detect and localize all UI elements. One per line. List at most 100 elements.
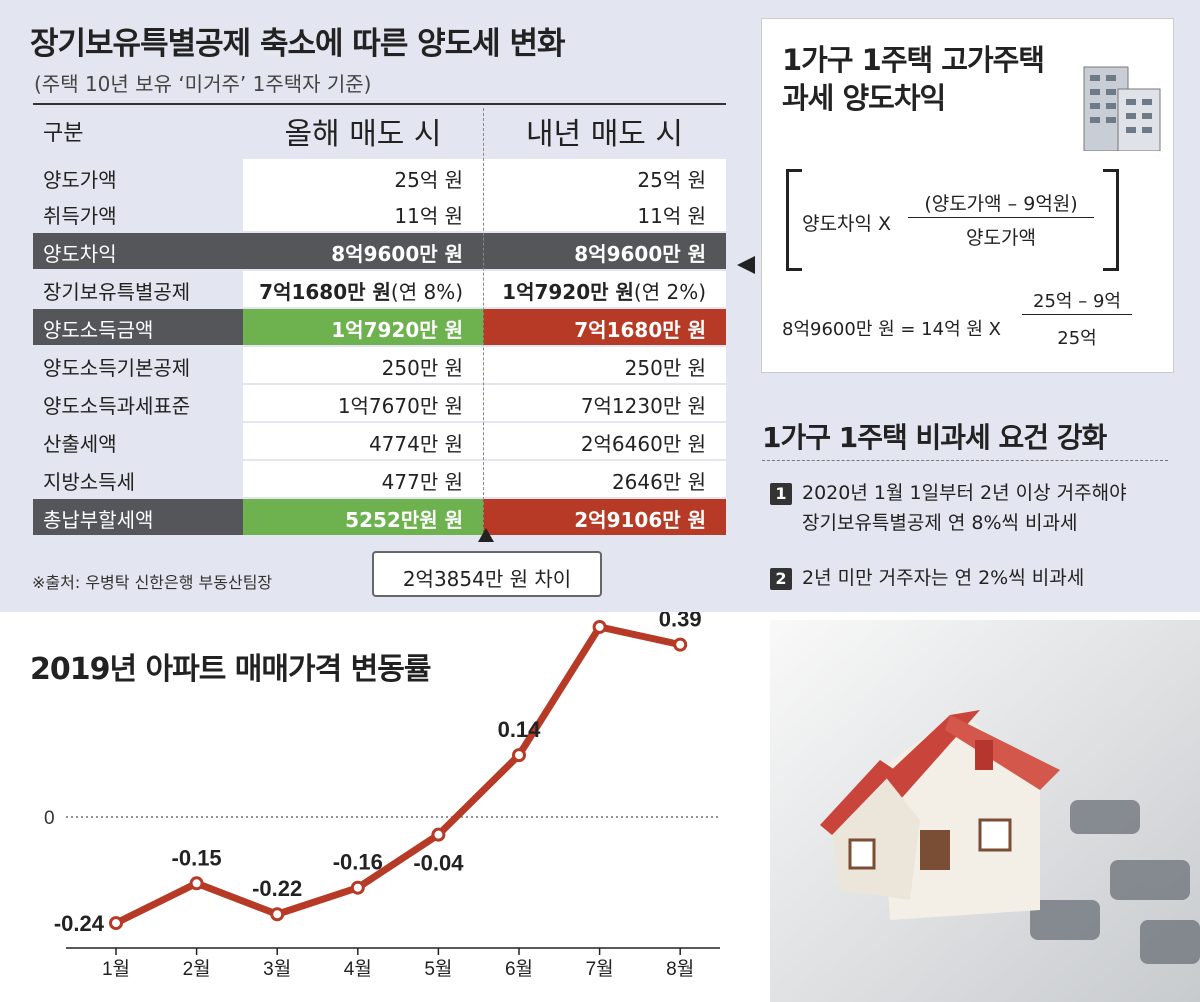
- row-next-year: 7억1230만 원: [580, 394, 706, 418]
- example-numerator: 25억 – 9억: [1033, 291, 1121, 312]
- row-next-year: 25억 원: [637, 168, 706, 192]
- difference-box: 2억3854만 원 차이: [372, 551, 602, 597]
- row-next-year: 2646만 원: [611, 470, 706, 494]
- card-pointer: [737, 256, 755, 274]
- row-next-year: 2억9106만 원: [574, 508, 706, 532]
- row-label: 지방소득세: [43, 470, 135, 494]
- x-tick-label: 8월: [666, 958, 694, 980]
- requirement-item: 1 2020년 1월 1일부터 2년 이상 거주해야 장기보유특별공제 연 8%씩 …: [770, 478, 1127, 538]
- card-title: 1가구 1주택 고가주택 과세 양도차익: [782, 43, 1045, 115]
- data-point: [109, 916, 123, 931]
- table-row: 취득가액 11억 원 11억 원: [33, 195, 726, 231]
- header-category: 구분: [43, 121, 84, 146]
- data-label: 0.39: [659, 612, 702, 632]
- line-chart: 0 1월 2월 3월 4월 5월 6월 7월 8월 -0.24 -0.15 -0.22 -0.16 -0.…: [44, 612, 720, 980]
- row-this-year: 25억 원: [394, 168, 463, 192]
- row-next-year: 2억6460만 원: [580, 432, 706, 456]
- difference-pointer: [478, 528, 494, 542]
- example-fraction-line: [1022, 314, 1132, 315]
- table-row: 양도소득과세표준 1억7670만 원 7억1230만 원: [33, 385, 726, 421]
- source-note: ※출처: 우병탁 신한은행 부동산팀장: [32, 573, 273, 592]
- formula-card: 1가구 1주택 고가주택 과세 양도차익 양도차익 X (양도가액 – 9억원)…: [761, 18, 1174, 373]
- data-point: [592, 619, 607, 634]
- x-tick-label: 5월: [424, 958, 452, 980]
- row-label: 양도차익: [43, 242, 117, 266]
- data-label: -0.22: [252, 876, 302, 901]
- bracket-left: [786, 169, 802, 271]
- row-label: 양도소득과세표준: [43, 394, 191, 418]
- x-tick-label: 7월: [586, 958, 614, 980]
- row-this-year: 1억7920만 원: [331, 318, 463, 342]
- data-point: [350, 880, 365, 895]
- x-tick-label: 4월: [344, 958, 372, 980]
- data-point: [512, 748, 526, 763]
- data-label: 0.14: [498, 717, 542, 742]
- this-year-highlight: [243, 309, 483, 345]
- row-label: 총납부할세액: [43, 508, 154, 532]
- data-point: [270, 907, 285, 922]
- table-row: 산출세액 4774만 원 2억6460만 원: [33, 423, 726, 459]
- page-title: 장기보유특별공제 축소에 따른 양도세 변화: [30, 26, 566, 62]
- next-year-highlight: [483, 499, 726, 535]
- example-left: 8억9600만 원 = 14억 원 X: [782, 319, 1001, 340]
- zero-tick-label: 0: [44, 808, 55, 829]
- data-label: -0.15: [172, 845, 222, 870]
- row-this-year: 250만 원: [381, 356, 463, 380]
- table-row: 양도가액 25억 원 25억 원: [33, 159, 726, 195]
- formula-denominator: 양도가액: [966, 227, 1036, 249]
- row-label: 장기보유특별공제: [43, 280, 191, 304]
- table-row: 양도소득기본공제 250만 원 250만 원: [33, 347, 726, 383]
- number-badge: 2: [770, 567, 792, 590]
- data-point: [189, 876, 204, 891]
- number-badge: 1: [770, 482, 792, 505]
- requirement-item: 2 2년 미만 거주자는 연 2%씩 비과세: [770, 563, 1084, 593]
- x-tick-label: 6월: [505, 958, 533, 980]
- x-tick-label: 2월: [183, 958, 211, 980]
- x-tick-label: 3월: [263, 958, 291, 980]
- table-row-income: 양도소득금액 1억7920만 원 7억1680만 원: [33, 309, 726, 345]
- example-denominator: 25억: [1057, 328, 1097, 349]
- formula-numerator: (양도가액 – 9억원): [924, 193, 1078, 215]
- table-row-gain: 양도차익 8억9600만 원 8억9600만 원: [33, 233, 726, 269]
- row-this-year: 7억1680만 원(연 8%): [259, 280, 463, 304]
- row-next-year: 250만 원: [624, 356, 706, 380]
- next-year-highlight: [483, 309, 726, 345]
- house-illustration: [770, 620, 1200, 1002]
- this-year-highlight: [243, 499, 483, 535]
- row-label: 산출세액: [43, 432, 117, 456]
- row-next-year: 8억9600만 원: [574, 242, 706, 266]
- building-icon: [1083, 66, 1161, 151]
- column-divider: [483, 108, 484, 540]
- series-line: [114, 623, 681, 927]
- row-this-year: 1억7670만 원: [337, 394, 463, 418]
- row-next-year: 11억 원: [637, 204, 706, 228]
- table-row: 장기보유특별공제 7억1680만 원(연 8%) 1억7920만 원(연 2%): [33, 271, 726, 307]
- chart-title: 2019년 아파트 매매가격 변동률: [30, 652, 431, 687]
- row-label: 양도가액: [43, 168, 117, 192]
- x-tick-label: 1월: [102, 958, 130, 980]
- header-next-year: 내년 매도 시: [525, 117, 684, 152]
- table-row-total: 총납부할세액 5252만원 원 2억9106만 원: [33, 499, 726, 535]
- row-this-year: 5252만원 원: [345, 508, 463, 532]
- data-label: 0.43: [578, 612, 621, 614]
- data-point: [431, 827, 446, 842]
- row-label: 양도소득금액: [43, 318, 154, 342]
- requirements-divider: [762, 460, 1168, 461]
- page-subtitle: (주택 10년 보유 ‘미거주’ 1주택자 기준): [34, 72, 372, 96]
- row-this-year: 477만 원: [381, 470, 463, 494]
- table-row: 지방소득세 477만 원 2646만 원: [33, 461, 726, 497]
- row-this-year: 8억9600만 원: [331, 242, 463, 266]
- data-label: -0.16: [333, 850, 383, 875]
- header-this-year: 올해 매도 시: [284, 117, 442, 152]
- row-this-year: 4774만 원: [368, 432, 463, 456]
- row-this-year: 11억 원: [394, 204, 463, 228]
- row-next-year: 7억1680만 원: [574, 318, 706, 342]
- data-label: -0.04: [413, 851, 464, 876]
- row-next-year: 1억7920만 원(연 2%): [502, 280, 706, 304]
- table-top-line: [33, 103, 726, 105]
- row-label: 취득가액: [43, 204, 117, 228]
- data-point: [673, 637, 688, 652]
- row-label: 양도소득기본공제: [43, 356, 191, 380]
- bracket-right: [1103, 169, 1119, 271]
- formula-left: 양도차익 X: [802, 213, 891, 235]
